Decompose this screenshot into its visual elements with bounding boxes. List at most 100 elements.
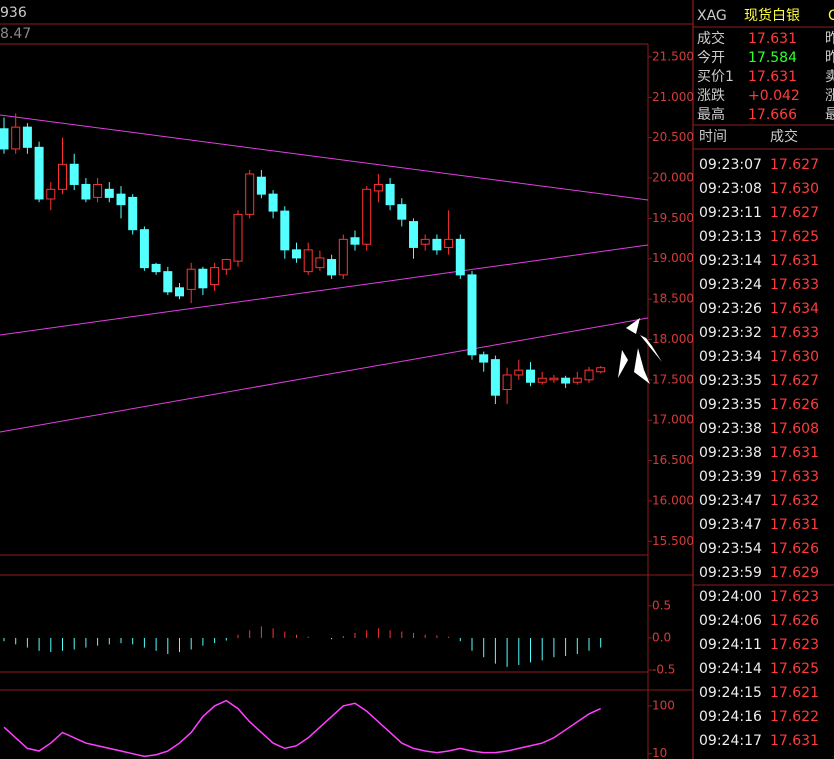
tick-time: 09:23:47 bbox=[699, 517, 762, 533]
trend-line bbox=[0, 244, 649, 336]
quote-label: 最高 bbox=[697, 106, 725, 123]
quote-value: 17.584 bbox=[748, 50, 797, 66]
trend-line bbox=[0, 114, 649, 201]
y-tick-label: 10 bbox=[652, 746, 667, 759]
quote-side-label: 卖 bbox=[825, 69, 834, 85]
tick-time: 09:23:07 bbox=[699, 157, 762, 173]
tick-time: 09:23:26 bbox=[699, 301, 762, 317]
tick-time: 09:24:14 bbox=[699, 661, 762, 677]
tick-price: 17.633 bbox=[770, 325, 819, 341]
tick-price: 17.632 bbox=[770, 493, 819, 509]
tick-price: 17.625 bbox=[770, 229, 819, 245]
ticks-header: 成交 bbox=[770, 128, 798, 145]
tick-price: 17.625 bbox=[770, 661, 819, 677]
tick-price: 17.633 bbox=[770, 469, 819, 485]
tick-price: 17.623 bbox=[770, 589, 819, 605]
tick-price: 17.626 bbox=[770, 613, 819, 629]
candle-body bbox=[175, 287, 184, 297]
candle-body bbox=[409, 221, 418, 248]
quote-value: 17.631 bbox=[748, 31, 797, 47]
y-tick-label: 18.000 bbox=[652, 332, 694, 346]
tick-time: 09:23:38 bbox=[699, 421, 762, 437]
arrow bbox=[634, 348, 650, 384]
candle-body bbox=[596, 367, 606, 373]
quote-label: 买价1 bbox=[697, 69, 734, 85]
tick-price: 17.621 bbox=[770, 685, 819, 701]
candle-body bbox=[502, 374, 512, 391]
tick-time: 09:23:14 bbox=[699, 253, 762, 269]
candle-body bbox=[81, 183, 91, 200]
candle-body bbox=[280, 210, 290, 251]
candle-body bbox=[549, 377, 559, 381]
arrows bbox=[618, 318, 662, 384]
tick-time: 09:23:08 bbox=[699, 181, 762, 197]
tick-price: 17.630 bbox=[770, 349, 819, 365]
symbol: XAG bbox=[697, 8, 727, 24]
tick-time: 09:23:24 bbox=[699, 277, 762, 293]
tick-price: 17.634 bbox=[770, 301, 819, 317]
candle-body bbox=[373, 183, 383, 192]
candle-body bbox=[221, 259, 231, 270]
candle-body bbox=[210, 267, 220, 286]
candle-body bbox=[350, 237, 360, 245]
candle-body bbox=[0, 128, 9, 150]
tick-price: 17.627 bbox=[770, 157, 819, 173]
tick-time: 09:23:38 bbox=[699, 445, 762, 461]
y-tick-label: 0.5 bbox=[652, 598, 671, 612]
candle-body bbox=[537, 377, 547, 383]
y-tick-label: 0.0 bbox=[652, 630, 671, 644]
candle-body bbox=[186, 268, 196, 290]
y-tick-label: 17.500 bbox=[652, 372, 694, 386]
tick-time: 09:24:11 bbox=[699, 637, 762, 653]
tick-time: 09:23:11 bbox=[699, 205, 762, 221]
tick-price: 17.633 bbox=[770, 277, 819, 293]
candle-body bbox=[490, 359, 500, 396]
tick-time: 09:23:59 bbox=[699, 565, 762, 581]
instrument-name-tail: C bbox=[828, 8, 834, 24]
candle-body bbox=[362, 188, 372, 245]
tick-price: 17.631 bbox=[770, 517, 819, 533]
tick-price: 17.623 bbox=[770, 637, 819, 653]
y-tick-label: 20.500 bbox=[652, 130, 694, 144]
quote-side-label: 昨 bbox=[825, 50, 834, 66]
tick-time: 09:24:17 bbox=[699, 733, 762, 749]
tick-time: 09:23:35 bbox=[699, 373, 762, 389]
candle-body bbox=[151, 263, 161, 273]
quote-label: 今开 bbox=[697, 50, 725, 66]
tick-time: 09:24:15 bbox=[699, 685, 762, 701]
quote-value: +0.042 bbox=[748, 88, 800, 104]
candle-body bbox=[420, 238, 430, 245]
y-tick-label: 18.500 bbox=[652, 292, 694, 306]
arrow bbox=[626, 318, 640, 334]
candle-body bbox=[338, 238, 348, 276]
tick-time: 09:24:00 bbox=[699, 589, 762, 605]
candle-body bbox=[572, 377, 582, 383]
quote-side-label: 昨 bbox=[825, 31, 834, 47]
candle-body bbox=[315, 257, 325, 269]
candle-body bbox=[46, 188, 56, 200]
quote-side-label: 最 bbox=[825, 107, 834, 123]
candle-body bbox=[444, 238, 454, 248]
tick-time: 09:23:13 bbox=[699, 229, 762, 245]
candle-body bbox=[104, 188, 114, 198]
tick-price: 17.631 bbox=[770, 733, 819, 749]
candle-body bbox=[561, 377, 571, 384]
candle-body bbox=[69, 163, 79, 185]
arrow bbox=[640, 335, 662, 362]
candle-body bbox=[397, 204, 407, 220]
y-tick-label: 19.500 bbox=[652, 211, 694, 225]
y-tick-label: 17.000 bbox=[652, 413, 694, 427]
kdj-line bbox=[3, 699, 602, 758]
candle-body bbox=[268, 193, 278, 212]
tick-time: 09:23:47 bbox=[699, 493, 762, 509]
candle-body bbox=[526, 369, 535, 383]
candle-body bbox=[233, 213, 243, 262]
tick-price: 17.608 bbox=[770, 421, 819, 437]
candle-body bbox=[22, 126, 32, 148]
tick-price: 17.622 bbox=[770, 709, 819, 725]
indicator-value: 936 bbox=[0, 5, 27, 21]
quote-value: 17.631 bbox=[748, 69, 797, 85]
tick-time: 09:23:32 bbox=[699, 325, 762, 341]
arrow bbox=[618, 350, 628, 378]
